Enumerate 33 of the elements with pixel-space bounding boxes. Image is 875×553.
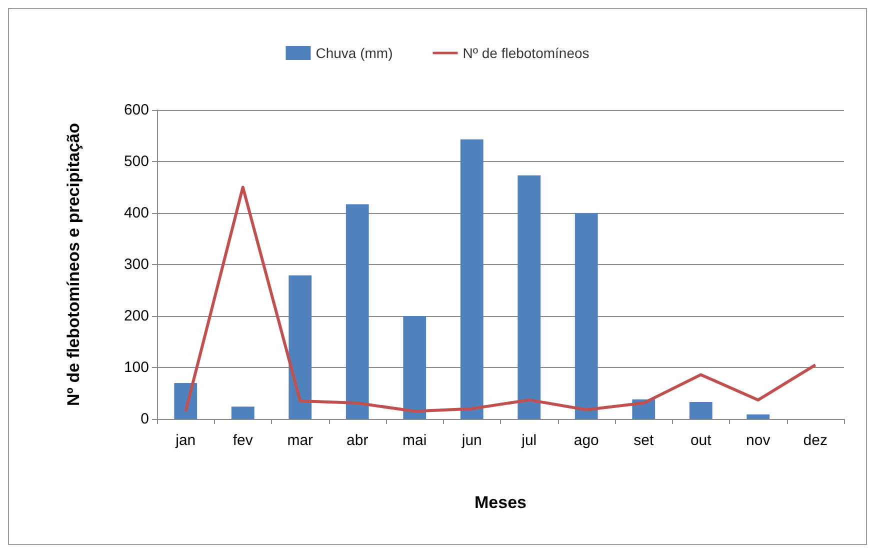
x-tick-label: jul (520, 432, 537, 449)
x-tick-label: out (690, 432, 712, 449)
x-axis-title: Meses (474, 493, 526, 512)
bar (288, 275, 312, 419)
y-tick-label: 100 (124, 359, 149, 376)
y-tick-label: 0 (140, 410, 149, 428)
x-tick-label: fev (232, 432, 254, 449)
x-tick-label: mai (402, 432, 427, 449)
y-tick-label: 300 (124, 256, 149, 273)
bar (403, 316, 426, 419)
x-tick-label: set (634, 432, 654, 449)
x-tick-label: abr (346, 432, 368, 449)
bar (231, 406, 254, 419)
bar (689, 402, 712, 419)
x-tick-label: nov (746, 432, 771, 449)
bar (574, 213, 598, 419)
x-tick-label: jan (174, 432, 196, 449)
bar (460, 139, 484, 419)
legend-label: Chuva (mm) (316, 45, 393, 61)
x-tick-label: ago (574, 432, 599, 449)
x-tick-label: dez (803, 432, 828, 449)
bar (518, 175, 541, 419)
bar (346, 204, 369, 419)
y-axis-title: Nº de flebotomíneos e precipitação (64, 123, 83, 406)
bar (746, 414, 770, 419)
legend-label: Nº de flebotomíneos (462, 45, 590, 61)
line-series (184, 186, 817, 413)
y-tick-label: 500 (124, 153, 149, 170)
y-tick-label: 400 (124, 204, 149, 222)
y-tick-label: 600 (124, 102, 149, 118)
x-tick-label: mar (287, 432, 314, 449)
x-tick-label: jun (460, 432, 482, 449)
y-tick-label: 200 (124, 308, 149, 324)
